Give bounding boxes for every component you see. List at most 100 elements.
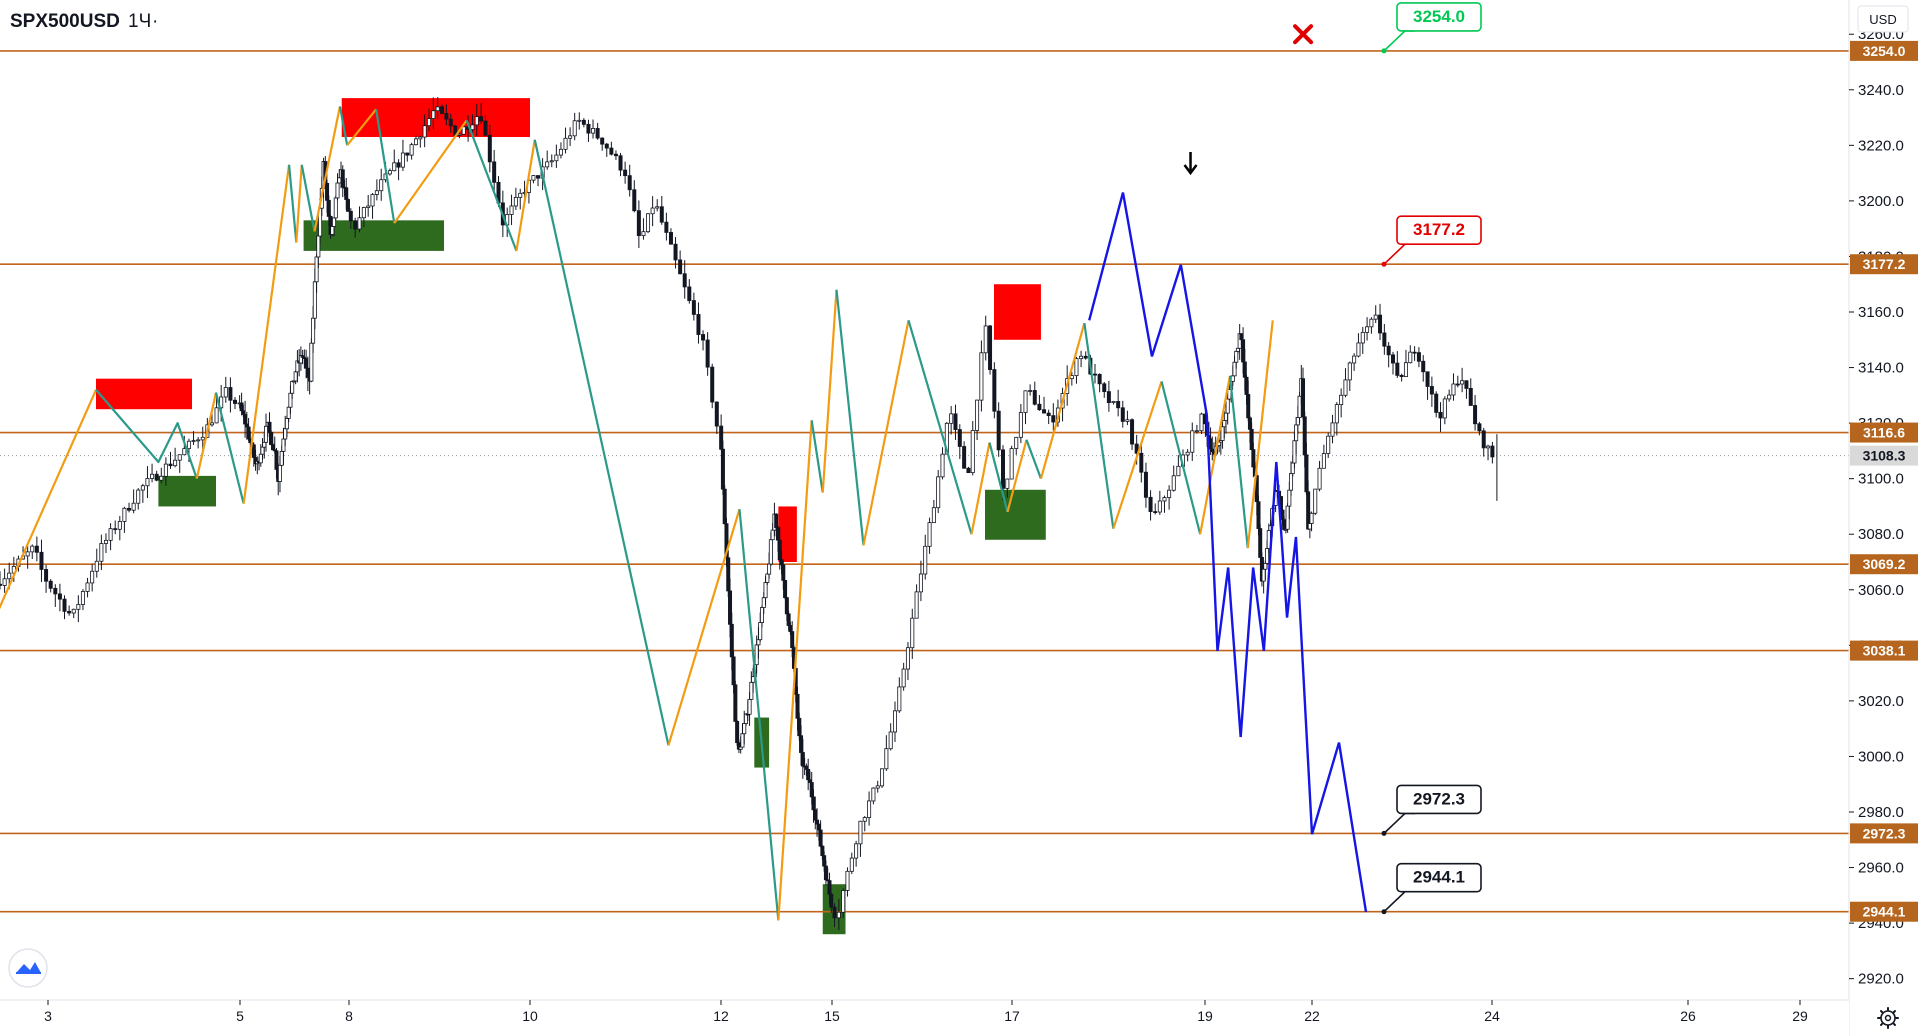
candle-body	[288, 392, 293, 408]
candle-body	[94, 560, 99, 572]
last-price-tag	[1850, 445, 1918, 466]
candle-body	[1222, 420, 1227, 428]
candle-body	[330, 226, 335, 235]
candle-body	[309, 342, 314, 382]
symbol-header[interactable]: SPX500USD · 1Ч ·	[10, 11, 158, 32]
candle-body	[696, 314, 701, 335]
candle-body	[953, 413, 958, 430]
candle-body	[827, 880, 832, 895]
candle-body	[923, 545, 928, 575]
candle-body	[71, 608, 76, 614]
currency-box[interactable]	[1857, 5, 1909, 33]
horizontal-levels	[0, 50, 1849, 913]
candle-body	[182, 448, 187, 456]
candle-body	[113, 528, 118, 531]
tradingview-logo-icon[interactable]	[8, 948, 48, 988]
candle-body	[836, 911, 841, 919]
candle-body	[1297, 395, 1302, 418]
bullish-wave	[195, 392, 218, 479]
price-callout[interactable]: 3254.0	[1381, 2, 1482, 54]
bearish-wave	[1160, 381, 1202, 535]
candle-body	[1282, 519, 1287, 530]
candle-body	[1360, 331, 1365, 344]
candle-body	[1244, 376, 1249, 395]
candle-body	[807, 779, 812, 783]
time-axis[interactable]: 3 5 8 10 12 15 17 19 22 24 26 29	[0, 999, 1849, 1036]
candle-body	[591, 128, 596, 134]
candle-body	[1425, 371, 1430, 387]
candle-body	[30, 545, 35, 553]
candle-body	[572, 120, 577, 137]
candle-body	[435, 106, 440, 112]
candle-body	[80, 591, 85, 605]
candle-body	[880, 768, 885, 787]
candle-body	[1249, 428, 1254, 451]
candle-body	[914, 591, 919, 619]
candle-body	[897, 686, 902, 712]
price-tick-label: 2960.0	[1858, 860, 1904, 877]
candle-body	[177, 454, 182, 461]
candle-body	[720, 448, 725, 490]
candle-body	[893, 710, 898, 733]
candle-body	[558, 148, 563, 156]
candle-body	[470, 124, 475, 131]
candle-body	[48, 580, 53, 589]
candle-body	[1120, 407, 1125, 422]
candle-body	[722, 488, 727, 525]
candle-body	[1429, 386, 1434, 395]
candle-body	[277, 464, 282, 482]
candle-body	[795, 693, 800, 719]
candle-body	[1421, 360, 1426, 373]
candle-body	[246, 426, 251, 440]
candle-body	[127, 507, 132, 511]
settings-gear-icon[interactable]	[1877, 1007, 1899, 1029]
bullish-wave	[777, 420, 813, 921]
candle-body	[983, 325, 988, 354]
candle-body	[1313, 488, 1318, 514]
price-callout[interactable]: 2944.1	[1381, 862, 1482, 915]
candle-body	[1157, 500, 1162, 513]
header-separator: ·	[115, 11, 121, 32]
level-price-tag-label: 2944.1	[1863, 904, 1906, 920]
level-price-tag	[1850, 640, 1918, 661]
candle-body	[483, 120, 488, 136]
candle-body	[979, 352, 984, 401]
candle-body	[940, 453, 945, 478]
candle-body	[448, 118, 453, 127]
candle-body	[1176, 465, 1181, 477]
symbol-name: SPX500USD	[10, 11, 120, 32]
candle-body	[841, 890, 846, 913]
candle-body	[2, 578, 7, 586]
candle-body	[1373, 314, 1378, 320]
candle-body	[1111, 401, 1116, 404]
demand-zone	[303, 220, 445, 251]
candle-body	[418, 136, 423, 140]
supply-zone	[341, 98, 530, 137]
candle-body	[788, 625, 793, 632]
candle-body	[759, 607, 764, 623]
candle-body	[849, 857, 854, 872]
candle-body	[816, 823, 821, 831]
candle-body	[1134, 443, 1139, 454]
candle-body	[822, 855, 827, 867]
price-callout[interactable]: 3177.2	[1381, 215, 1482, 267]
candle-body	[345, 199, 350, 212]
price-tick-label: 3080.0	[1858, 526, 1904, 543]
price-tick-label: 2920.0	[1858, 971, 1904, 988]
candle-body	[57, 593, 62, 600]
candle-body	[809, 782, 814, 798]
price-callout[interactable]: 2972.3	[1381, 784, 1482, 836]
candle-body	[200, 436, 205, 441]
candle-body	[568, 135, 573, 139]
time-tick-label: 12	[713, 1008, 729, 1024]
bearish-wave	[287, 164, 298, 243]
candle-body	[668, 232, 673, 245]
candle-body	[233, 399, 238, 404]
candle-body	[1464, 380, 1469, 389]
price-axis[interactable]: 2920.02940.02960.02980.03000.03020.03040…	[1848, 0, 1920, 1036]
bearish-wave	[338, 106, 349, 146]
cross-icon	[1293, 24, 1314, 45]
candle-body	[1241, 339, 1246, 363]
